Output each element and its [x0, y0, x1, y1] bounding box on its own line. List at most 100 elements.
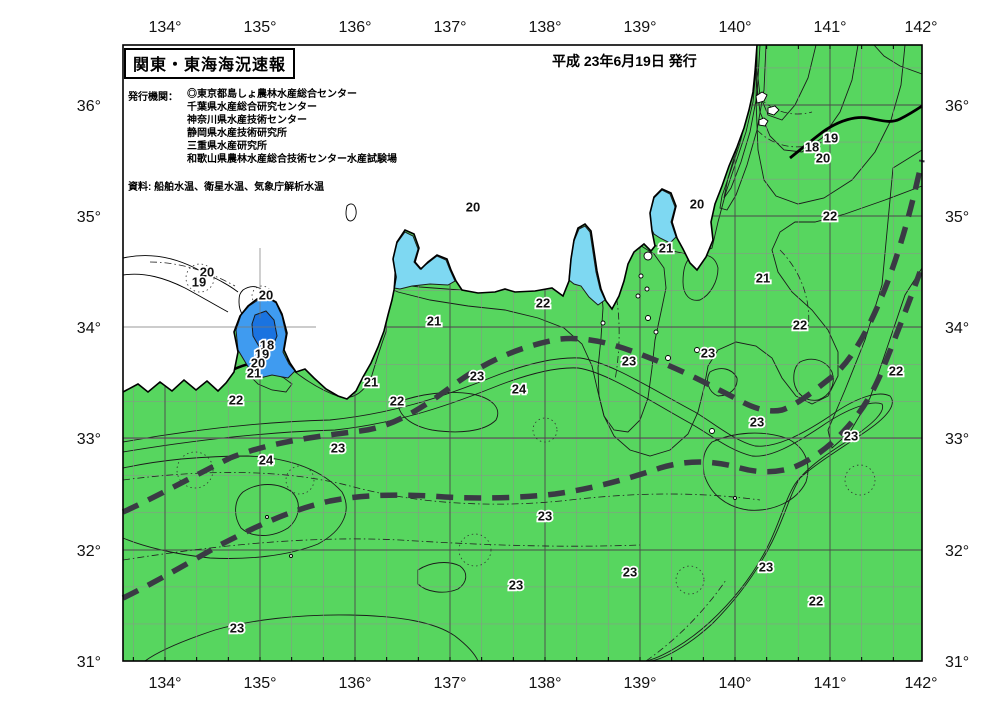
isotherm-label-23: 23 [623, 565, 637, 580]
axis-tick-label: 137° [433, 19, 466, 36]
isotherm-label-23: 23 [470, 369, 484, 384]
kuroshio-north-line [121, 159, 925, 515]
publisher-label: 発行機関： [128, 92, 178, 103]
axis-tick-label: 32° [77, 543, 101, 560]
lake-biwa [345, 203, 357, 222]
isotherm-label-18: 18 [260, 338, 274, 353]
ne-coast-islets [755, 91, 780, 127]
isotherm-label-23: 23 [622, 354, 636, 369]
isotherm-label-22: 22 [889, 364, 903, 379]
fill-amber-east [702, 432, 809, 511]
axis-tick-label: 32° [945, 543, 969, 560]
fill-light-green-south [122, 357, 893, 662]
isotherm-label-19: 19 [192, 275, 206, 290]
axis-tick-label: 137° [433, 675, 466, 692]
axis-tick-label: 138° [528, 19, 561, 36]
fill-green-base [123, 45, 922, 661]
bulletin-title: 関東・東海海況速報 [124, 48, 296, 79]
isotherm-label-21: 21 [364, 375, 378, 390]
axis-tick-label: 31° [945, 654, 969, 671]
isotherm-label-19: 19 [824, 131, 838, 146]
isotherm-label-22: 22 [823, 209, 837, 224]
axis-tick-label: 34° [77, 320, 101, 337]
issue-date: 平成 23年6月19日 発行 [552, 53, 697, 69]
coastline [122, 44, 758, 400]
isotherm-label-22: 22 [229, 393, 243, 408]
axis-tick-label: 136° [338, 675, 371, 692]
isotherm-label-23: 23 [230, 621, 244, 636]
map-border [122, 44, 923, 662]
axis-tick-label: 139° [623, 19, 656, 36]
isotherm-label-23: 23 [750, 415, 764, 430]
isotherm-label-22: 22 [390, 394, 404, 409]
axis-tick-label: 134° [148, 675, 181, 692]
isotherm-label-21: 21 [756, 271, 770, 286]
isotherm-label-22: 22 [536, 296, 550, 311]
fill-amber-small-south [417, 562, 467, 593]
fill-cyan-boso-south [682, 254, 719, 301]
isotherm-label-20: 20 [816, 151, 830, 166]
axis-tick-label: 33° [945, 431, 969, 448]
axis-tick-label: 139° [623, 675, 656, 692]
isotherm-label-20: 20 [466, 200, 480, 215]
kuroshio-south-line [121, 271, 923, 601]
bay-fills [235, 189, 677, 379]
axis-labels: 134° 135° 136° 137° 138° 139° 140° 141° 142° 134°… [77, 19, 969, 692]
isotherm-label-23: 23 [538, 509, 552, 524]
ocean-fills [122, 44, 923, 662]
data-source-note: 資料: 船舶水温、衛星水温、気象庁解析水温 [128, 182, 325, 193]
axis-tick-label: 142° [904, 19, 937, 36]
fill-orange-core [235, 484, 299, 536]
isotherm-label-21: 21 [427, 314, 441, 329]
isotherm-label-21: 21 [659, 241, 673, 256]
isotherm-value-labels: 1819202021212222222323212220201920181920… [190, 129, 905, 638]
izu-islands [265, 91, 780, 558]
isotherm-label-23: 23 [331, 441, 345, 456]
fill-green-patch-south [143, 614, 479, 662]
axis-tick-label: 140° [718, 19, 751, 36]
axis-tick-label: 142° [904, 675, 937, 692]
isotherm-label-23: 23 [701, 346, 715, 361]
intermediate-contours [122, 94, 876, 662]
isotherm-label-20: 20 [251, 356, 265, 371]
isotherm-label-24: 24 [259, 453, 274, 468]
axis-tick-label: 34° [945, 320, 969, 337]
isotherm-label-20: 20 [200, 265, 214, 280]
axis-tick-label: 35° [77, 209, 101, 226]
axis-tick-label: 134° [148, 19, 181, 36]
axis-tick-label: 141° [813, 675, 846, 692]
fill-amber-sw [122, 455, 347, 559]
axis-tick-label: 35° [945, 209, 969, 226]
axis-tick-label: 135° [243, 19, 276, 36]
axis-tick-label: 36° [77, 98, 101, 115]
isotherm-label-19: 19 [255, 347, 269, 362]
isotherm-label-21: 21 [247, 366, 261, 381]
axis-tick-label: 31° [77, 654, 101, 671]
isotherm-label-24: 24 [512, 382, 527, 397]
axis-tick-label: 136° [338, 19, 371, 36]
fill-cyan-ne-band [755, 44, 906, 205]
publisher-item: 静岡県水産技術研究所 [187, 128, 287, 139]
isotherm-label-20: 20 [259, 288, 273, 303]
isotherm-label-23: 23 [844, 429, 858, 444]
isotherm-label-22: 22 [809, 594, 823, 609]
axis-tick-label: 33° [77, 431, 101, 448]
publisher-item: 和歌山県農林水産総合技術センター水産試験場 [187, 154, 397, 165]
publisher-item: 神奈川県水産技術センター [187, 115, 307, 126]
isotherm-label-22: 22 [793, 318, 807, 333]
isotherm-label-23: 23 [509, 578, 523, 593]
axis-tick-label: 138° [528, 675, 561, 692]
land-mass [123, 45, 757, 399]
isotherm-label-18: 18 [805, 140, 819, 155]
axis-tick-label: 135° [243, 675, 276, 692]
axis-tick-label: 36° [945, 98, 969, 115]
publisher-item: ◎東京都島しょ農林水産総合センター [187, 89, 357, 100]
axis-tick-label: 140° [718, 675, 751, 692]
isotherm-label-20: 20 [690, 197, 704, 212]
publisher-item: 千葉県水産総合研究センター [187, 102, 317, 113]
publisher-item: 三重県水産研究所 [187, 141, 267, 152]
publisher-list: ◎東京都島しょ農林水産総合センター 千葉県水産総合研究センター 神奈川県水産技術セン… [187, 88, 397, 166]
kii-channel-cold-core [251, 310, 278, 351]
